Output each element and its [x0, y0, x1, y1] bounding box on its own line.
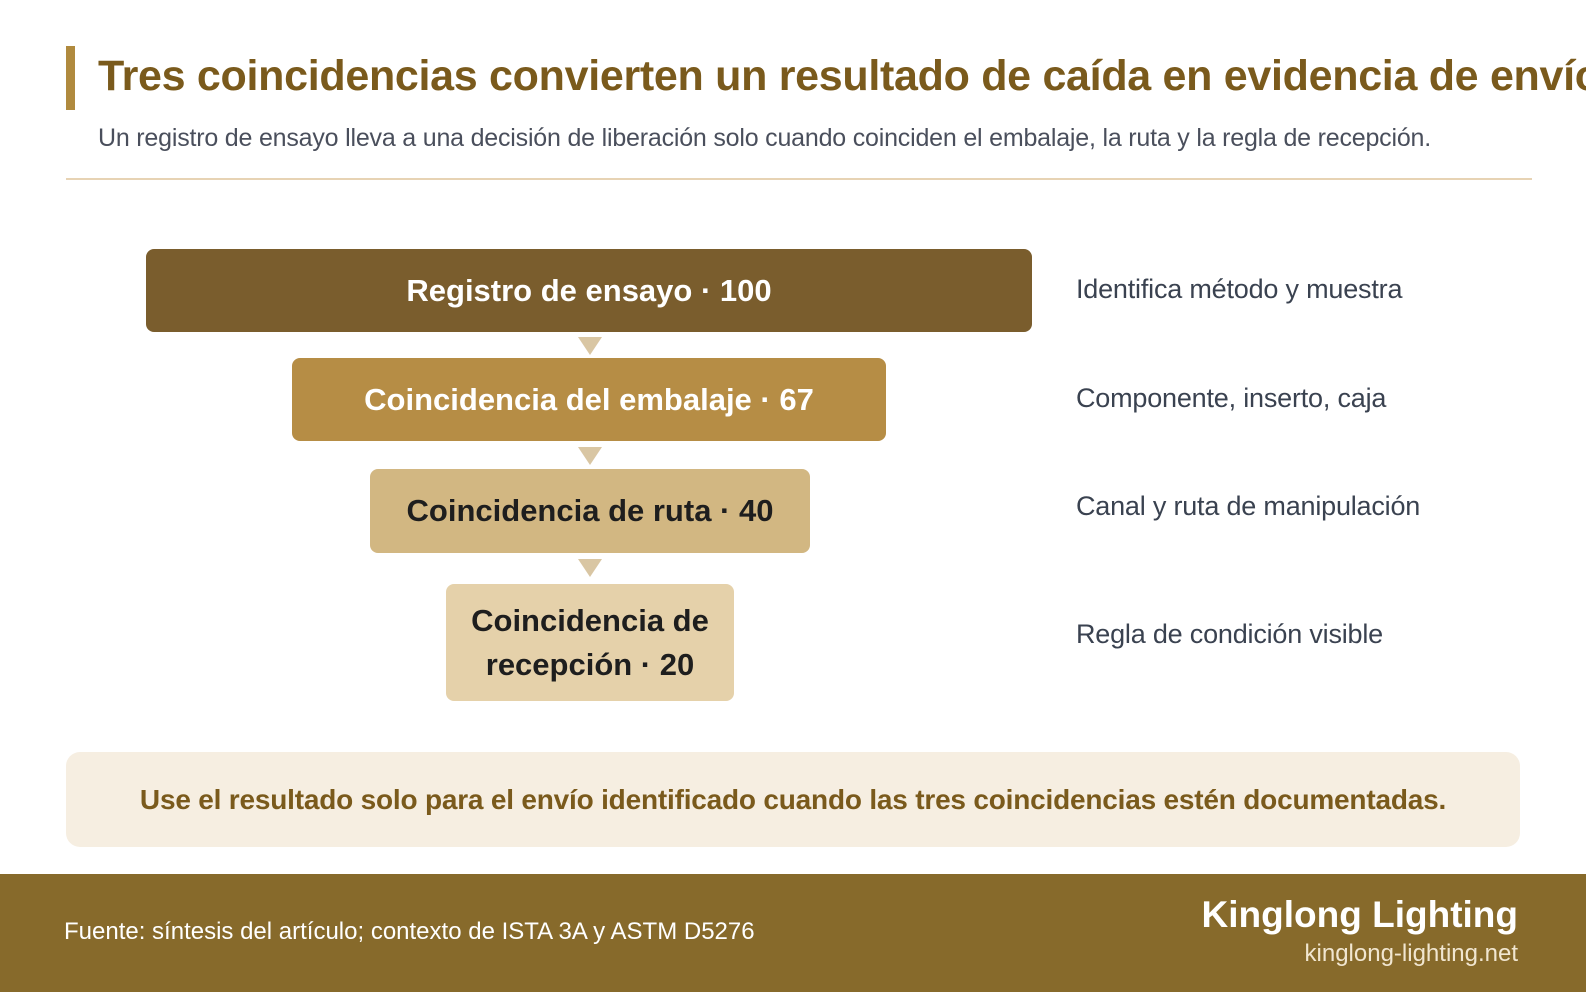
stage-note-embalaje: Componente, inserto, caja: [1076, 383, 1387, 413]
funnel-stage-registro: Registro de ensayo · 100: [146, 249, 1032, 332]
footer: Fuente: síntesis del artículo; contexto …: [0, 874, 1586, 992]
arrow-down-icon: [578, 337, 602, 355]
title-accent-bar: [66, 46, 75, 110]
brand-url: kinglong-lighting.net: [1304, 940, 1518, 967]
header-divider: [66, 178, 1532, 180]
stage-note-ruta: Canal y ruta de manipulación: [1076, 491, 1421, 521]
source-note: Fuente: síntesis del artículo; contexto …: [64, 918, 755, 945]
callout-text: Use el resultado solo para el envío iden…: [139, 783, 1447, 815]
conclusion-callout: Use el resultado solo para el envío iden…: [66, 752, 1520, 847]
brand-name: Kinglong Lighting: [1201, 894, 1518, 935]
funnel-stage-recepcion: Coincidencia de recepción · 20: [446, 584, 734, 701]
funnel-stage-embalaje: Coincidencia del embalaje · 67: [292, 358, 886, 441]
arrow-down-icon: [578, 447, 602, 465]
stage-note-recepcion: Regla de condición visible: [1076, 619, 1383, 649]
arrow-down-icon: [578, 559, 602, 577]
funnel-stage-ruta: Coincidencia de ruta · 40: [370, 469, 810, 553]
stage-note-registro: Identifica método y muestra: [1076, 274, 1403, 304]
page-subtitle: Un registro de ensayo lleva a una decisi…: [98, 124, 1431, 152]
page-title: Tres coincidencias convierten un resulta…: [98, 52, 1586, 100]
